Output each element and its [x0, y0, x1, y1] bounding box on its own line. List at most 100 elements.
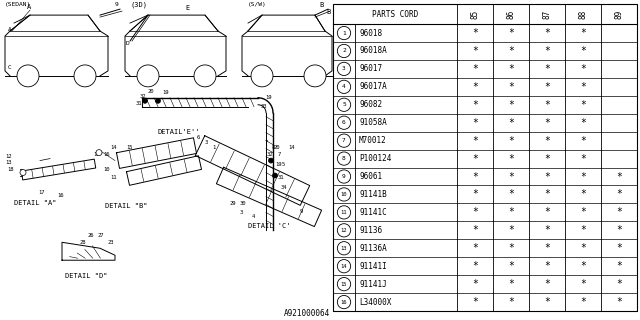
Text: PARTS CORD: PARTS CORD: [372, 10, 418, 19]
Circle shape: [194, 65, 216, 87]
Text: 4: 4: [252, 214, 255, 220]
Text: 34: 34: [281, 186, 287, 190]
Circle shape: [337, 188, 351, 201]
Circle shape: [337, 277, 351, 291]
Polygon shape: [116, 138, 196, 168]
Text: 96061: 96061: [359, 172, 382, 181]
Text: 96082: 96082: [359, 100, 382, 109]
Text: 6: 6: [342, 120, 346, 125]
Text: *: *: [580, 118, 586, 128]
Text: A921000064: A921000064: [284, 309, 330, 318]
Circle shape: [143, 98, 147, 103]
Text: *: *: [544, 189, 550, 199]
Polygon shape: [127, 156, 202, 185]
Text: DETAIL "B": DETAIL "B": [105, 204, 147, 209]
Text: *: *: [472, 297, 478, 307]
Text: *: *: [472, 82, 478, 92]
Circle shape: [156, 98, 161, 103]
Text: *: *: [472, 118, 478, 128]
Text: 88: 88: [579, 10, 588, 19]
Text: 30: 30: [240, 201, 246, 206]
Text: *: *: [544, 82, 550, 92]
Circle shape: [337, 260, 351, 273]
Text: 31: 31: [278, 174, 285, 180]
Text: *: *: [580, 261, 586, 271]
Text: *: *: [580, 225, 586, 235]
Text: *: *: [472, 154, 478, 164]
Text: *: *: [544, 46, 550, 56]
Circle shape: [337, 295, 351, 309]
Text: *: *: [616, 297, 622, 307]
Text: 17: 17: [38, 190, 45, 196]
Circle shape: [337, 116, 351, 129]
Text: *: *: [544, 279, 550, 289]
Text: C: C: [8, 65, 12, 70]
Text: 3: 3: [342, 67, 346, 71]
Text: 10: 10: [103, 166, 109, 172]
Circle shape: [269, 158, 273, 163]
Text: (SEDAN): (SEDAN): [5, 2, 31, 7]
Text: 3: 3: [205, 140, 208, 145]
Text: *: *: [616, 207, 622, 217]
Polygon shape: [21, 159, 96, 180]
Polygon shape: [195, 136, 310, 205]
Text: *: *: [544, 172, 550, 181]
Text: 91141J: 91141J: [359, 280, 387, 289]
Text: 2: 2: [342, 48, 346, 53]
Text: *: *: [580, 82, 586, 92]
Text: *: *: [472, 225, 478, 235]
Text: 89: 89: [614, 10, 623, 19]
Circle shape: [17, 65, 39, 87]
Circle shape: [337, 98, 351, 111]
Text: 18: 18: [7, 166, 13, 172]
Text: *: *: [580, 172, 586, 181]
Text: DETAIL "D": DETAIL "D": [65, 273, 108, 279]
Text: *: *: [472, 136, 478, 146]
Text: *: *: [508, 154, 514, 164]
Text: *: *: [472, 100, 478, 110]
Text: *: *: [472, 261, 478, 271]
Text: *: *: [616, 243, 622, 253]
Text: B: B: [326, 9, 330, 15]
Text: 85: 85: [470, 10, 479, 19]
Text: 27: 27: [98, 233, 104, 238]
Text: *: *: [508, 225, 514, 235]
Text: 7: 7: [342, 138, 346, 143]
Text: 16: 16: [103, 152, 109, 156]
Text: L34000X: L34000X: [359, 298, 392, 307]
Text: *: *: [544, 154, 550, 164]
Circle shape: [251, 65, 273, 87]
Text: *: *: [580, 207, 586, 217]
Text: *: *: [580, 297, 586, 307]
Circle shape: [96, 150, 102, 156]
Text: 11: 11: [110, 174, 116, 180]
Text: *: *: [508, 136, 514, 146]
Text: *: *: [580, 100, 586, 110]
Text: *: *: [508, 82, 514, 92]
Text: *: *: [472, 64, 478, 74]
Text: 10: 10: [340, 192, 348, 197]
Text: 91141C: 91141C: [359, 208, 387, 217]
Text: 13: 13: [340, 246, 348, 251]
Text: *: *: [616, 225, 622, 235]
Text: *: *: [508, 243, 514, 253]
Text: 14: 14: [340, 264, 348, 269]
Text: *: *: [544, 64, 550, 74]
Polygon shape: [62, 242, 115, 260]
Text: 15: 15: [340, 282, 348, 287]
Text: 19: 19: [265, 95, 271, 100]
Text: *: *: [508, 297, 514, 307]
Text: *: *: [544, 225, 550, 235]
Text: *: *: [508, 172, 514, 181]
Circle shape: [337, 26, 351, 40]
Text: *: *: [544, 136, 550, 146]
Text: *: *: [544, 118, 550, 128]
Text: 20: 20: [274, 145, 280, 150]
Text: *: *: [472, 28, 478, 38]
Text: 91136: 91136: [359, 226, 382, 235]
Text: 15: 15: [126, 145, 132, 150]
Text: *: *: [580, 154, 586, 164]
Text: 11: 11: [340, 210, 348, 215]
Text: *: *: [508, 64, 514, 74]
Text: 7: 7: [278, 152, 281, 156]
